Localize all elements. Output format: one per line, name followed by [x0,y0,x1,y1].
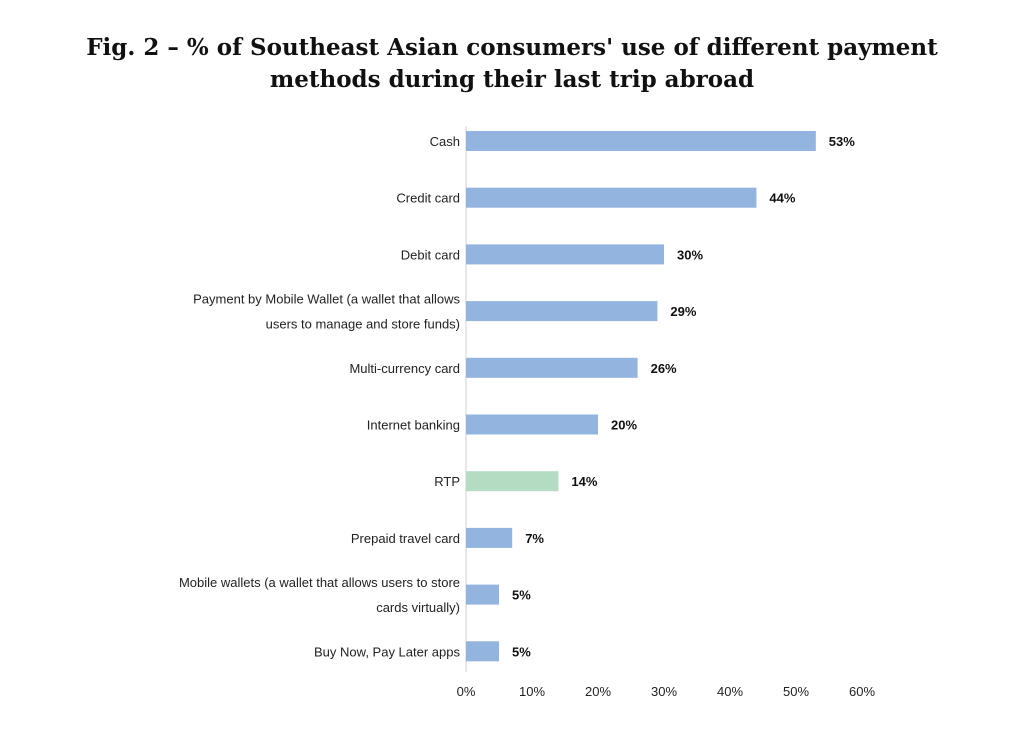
value-label-6: 20% [611,418,637,433]
x-tick-label-50: 50% [783,684,809,699]
bar-8 [466,527,513,548]
value-label-1: 53% [829,134,855,149]
category-label-9-line-1: Mobile wallets (a wallet that allows use… [179,575,460,590]
x-tick-label-10: 10% [519,684,545,699]
x-tick-label-30: 30% [651,684,677,699]
chart-title-line-1: Fig. 2 – % of Southeast Asian consumers'… [86,34,938,61]
value-label-9: 5% [512,588,531,603]
chart-title-line-2: methods during their last trip abroad [269,66,755,93]
value-label-3: 30% [677,247,703,262]
category-label-1: Cash [430,134,460,149]
category-label-4-line-2: users to manage and store funds) [266,317,460,332]
value-label-10: 5% [512,644,531,659]
category-label-3: Debit card [401,247,460,262]
x-tick-label-40: 40% [717,684,743,699]
category-label-10: Buy Now, Pay Later apps [314,644,460,659]
chart-title: Fig. 2 – % of Southeast Asian consumers'… [0,32,1024,96]
bar-5 [466,357,638,378]
x-tick-label-60: 60% [849,684,875,699]
category-label-8: Prepaid travel card [351,531,460,546]
value-label-7: 14% [571,474,597,489]
x-tick-label-20: 20% [585,684,611,699]
x-tick-label-0: 0% [457,684,476,699]
category-label-9-line-2: cards virtually) [376,600,460,615]
bar-9 [466,584,499,605]
category-label-7: RTP [434,474,460,489]
bar-2 [466,187,757,208]
bar-3 [466,244,664,265]
bar-1 [466,131,816,151]
value-label-5: 26% [651,361,677,376]
category-label-4-line-1: Payment by Mobile Wallet (a wallet that … [193,292,460,307]
bar-4 [466,301,658,322]
category-label-5: Multi-currency card [349,361,460,376]
value-label-2: 44% [769,191,795,206]
value-label-8: 7% [525,531,544,546]
bar-6 [466,414,598,435]
category-label-6: Internet banking [367,418,460,433]
bar-7 [466,471,559,492]
bar-10 [466,641,499,662]
category-label-2: Credit card [396,191,460,206]
value-label-4: 29% [670,304,696,319]
